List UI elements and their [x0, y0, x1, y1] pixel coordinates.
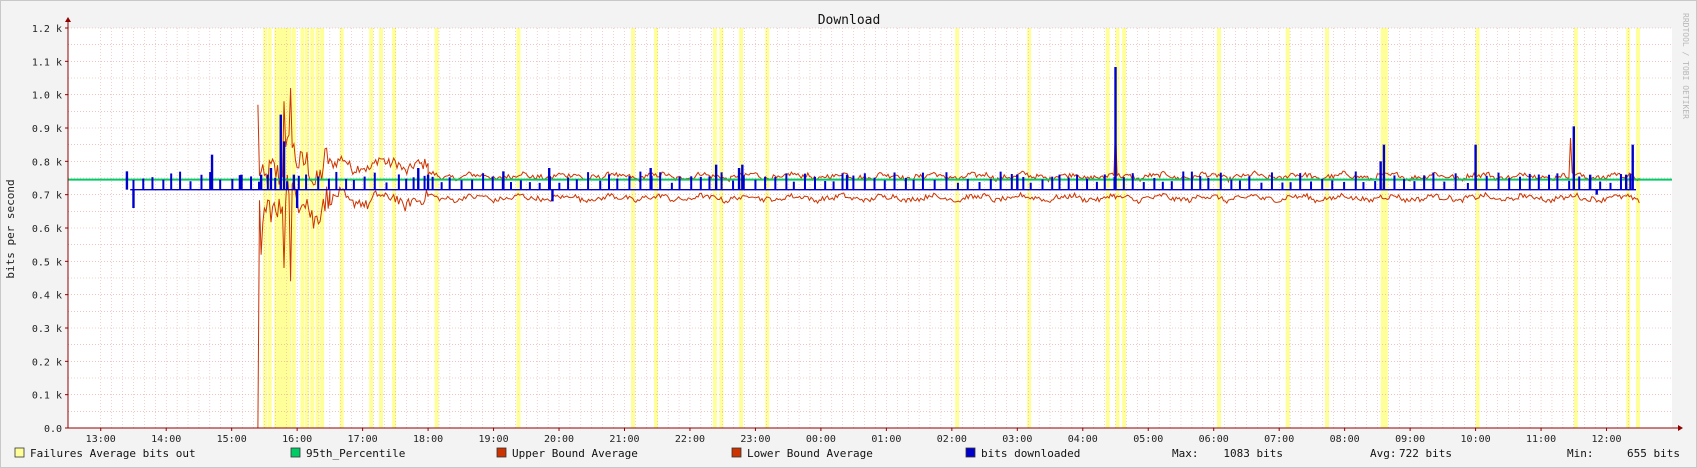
x-tick-label: 03:00 [1002, 434, 1032, 445]
y-tick-label: 0.6 k [32, 224, 62, 235]
rrdtool-watermark: RRDTOOL / TOBI OETIKER [1681, 13, 1690, 119]
y-tick-label: 1.1 k [32, 57, 62, 68]
failure-band [1105, 28, 1110, 428]
stat-label: Max: [1172, 447, 1199, 460]
legend-label: Lower Bound Average [747, 447, 873, 460]
x-tick-label: 01:00 [871, 434, 901, 445]
x-tick-label: 09:00 [1395, 434, 1425, 445]
failure-band [1285, 28, 1290, 428]
legend-swatch [731, 447, 742, 458]
x-tick-label: 20:00 [544, 434, 574, 445]
chart-title: Download [818, 13, 881, 28]
x-tick-label: 13:00 [86, 434, 116, 445]
failure-band [274, 28, 279, 428]
x-tick-label: 07:00 [1264, 434, 1294, 445]
stat-label: Avg: [1370, 447, 1397, 460]
failure-band [719, 28, 724, 428]
x-tick-labels: 13:00 14:00 15:00 16:00 17:00 18:00 19:00 20:00… [86, 428, 1622, 445]
failure-band [1027, 28, 1032, 428]
failure-band [1325, 28, 1329, 428]
failure-band [1217, 28, 1221, 428]
failure-band [955, 28, 960, 428]
failure-band [712, 28, 717, 428]
y-tick-label: 0.8 k [32, 157, 62, 168]
legend: Failures Average bits out 95th_Percentile… [14, 447, 1080, 460]
failure-band [434, 28, 439, 428]
axes [65, 17, 1683, 431]
x-tick-label: 04:00 [1068, 434, 1098, 445]
x-tick-label: 02:00 [937, 434, 967, 445]
x-axis-arrow [1678, 425, 1683, 431]
y-tick-label: 0.2 k [32, 357, 62, 368]
failure-band [305, 28, 309, 428]
x-tick-label: 06:00 [1199, 434, 1229, 445]
stat-value: 655 bits [1627, 447, 1680, 460]
x-tick-label: 22:00 [675, 434, 705, 445]
legend-label: bits downloaded [981, 447, 1080, 460]
y-tick-label: 1.0 k [32, 91, 62, 102]
x-tick-label: 12:00 [1591, 434, 1621, 445]
legend-label: Failures Average bits out [30, 447, 196, 460]
failure-band [263, 28, 268, 428]
y-tick-label: 0.7 k [32, 191, 62, 202]
y-tick-label: 0.4 k [32, 291, 62, 302]
x-tick-label: 16:00 [282, 434, 312, 445]
y-axis-label: bits per second [4, 179, 17, 278]
x-tick-label: 15:00 [217, 434, 247, 445]
legend-swatch [290, 447, 301, 458]
legend-label: 95th_Percentile [306, 447, 405, 460]
stats: Max: 1083 bits Avg: 722 bits Min: 655 bits [1172, 447, 1680, 460]
y-tick-label: 1.2 k [32, 24, 62, 35]
y-tick-labels: 0.0 0.1 k 0.2 k 0.3 k 0.4 k 0.5 k 0.6 k 0.7 k 0.… [32, 24, 68, 435]
failure-band [1573, 28, 1578, 428]
y-tick-label: 0.3 k [32, 324, 62, 335]
x-tick-label: 19:00 [478, 434, 508, 445]
stat-label: Min: [1567, 447, 1594, 460]
failure-band [310, 28, 315, 428]
failure-band [284, 28, 288, 428]
bits-downloaded-series [125, 67, 1636, 208]
legend-swatch [14, 447, 25, 458]
y-tick-label: 0.5 k [32, 257, 62, 268]
x-tick-label: 18:00 [413, 434, 443, 445]
x-tick-label: 17:00 [348, 434, 378, 445]
legend-swatch [965, 447, 976, 458]
stat-value: 722 bits [1399, 447, 1452, 460]
legend-label: Upper Bound Average [512, 447, 638, 460]
legend-swatch [496, 447, 507, 458]
x-tick-label: 00:00 [806, 434, 836, 445]
stat-value: 1083 bits [1223, 447, 1283, 460]
x-tick-label: 23:00 [740, 434, 770, 445]
grid-lines [68, 27, 1672, 429]
y-tick-label: 0.0 [44, 424, 62, 435]
x-tick-label: 14:00 [151, 434, 181, 445]
failure-band [739, 28, 744, 428]
lower-bound-line [257, 174, 1640, 429]
lower-bound-series [257, 174, 1640, 429]
y-tick-label: 0.9 k [32, 124, 62, 135]
x-tick-label: 10:00 [1461, 434, 1491, 445]
failure-band [392, 28, 397, 428]
y-tick-label: 0.1 k [32, 391, 62, 402]
failure-band [277, 28, 282, 428]
y-axis-arrow [65, 17, 71, 22]
failure-band [1475, 28, 1480, 428]
x-tick-label: 21:00 [609, 434, 639, 445]
failure-band [320, 28, 325, 428]
x-tick-label: 11:00 [1526, 434, 1556, 445]
failure-band [1115, 28, 1120, 428]
x-tick-label: 05:00 [1133, 434, 1163, 445]
x-tick-label: 08:00 [1330, 434, 1360, 445]
